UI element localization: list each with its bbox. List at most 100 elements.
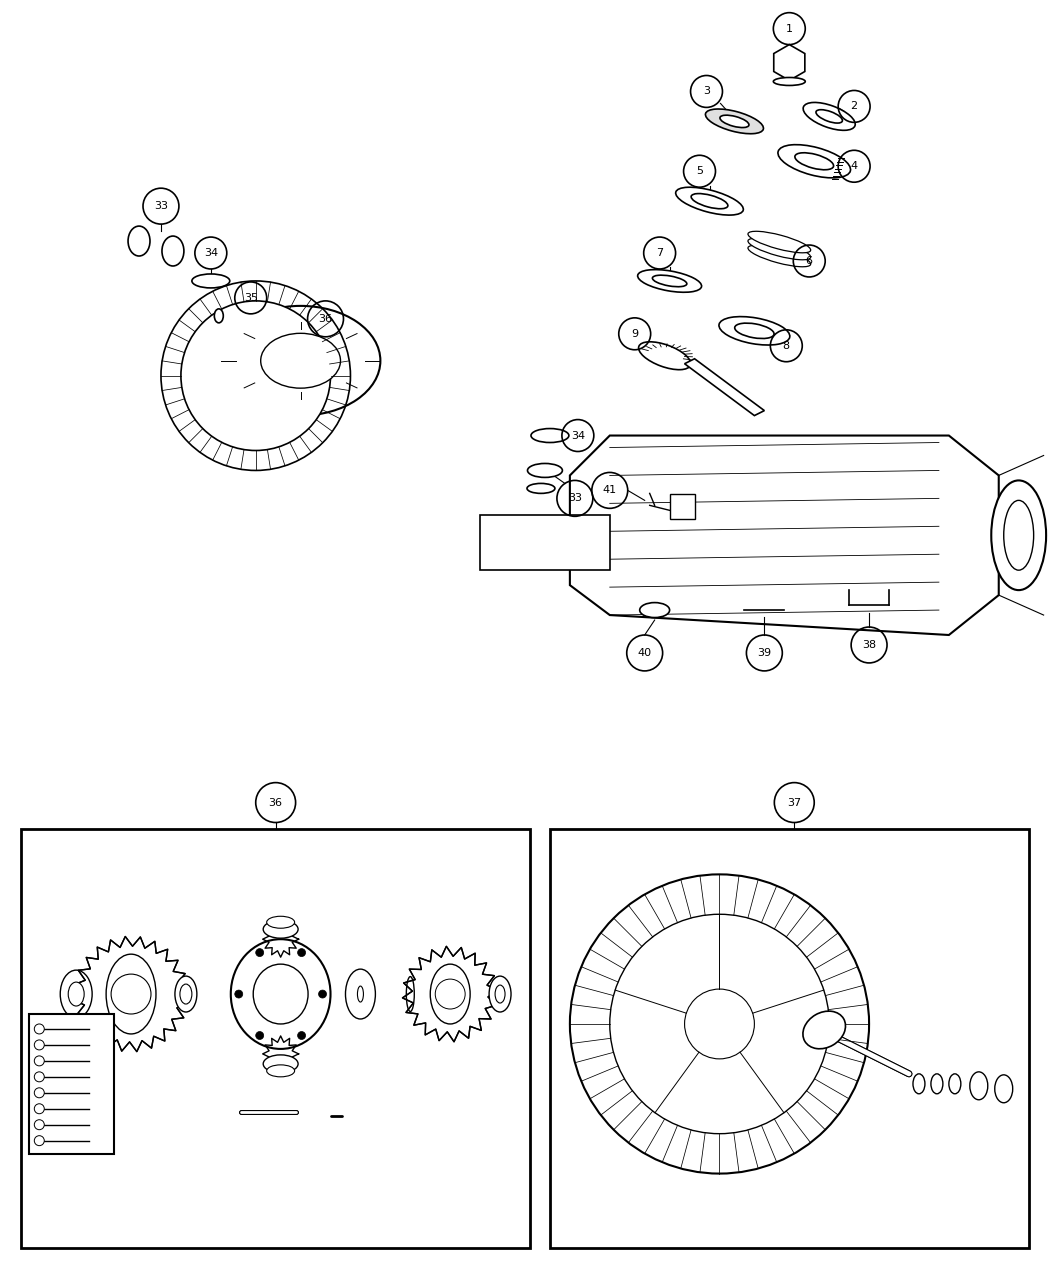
- Bar: [550, 830, 1029, 1248]
- Ellipse shape: [803, 1011, 845, 1049]
- Text: 35: 35: [244, 293, 257, 303]
- Circle shape: [256, 1031, 264, 1039]
- Ellipse shape: [35, 1104, 44, 1114]
- Text: 34: 34: [571, 431, 585, 441]
- Text: 7: 7: [656, 249, 664, 258]
- Circle shape: [111, 974, 151, 1014]
- Text: 34: 34: [204, 249, 218, 258]
- Text: 6: 6: [805, 256, 813, 266]
- Ellipse shape: [639, 603, 670, 617]
- Ellipse shape: [60, 970, 92, 1017]
- Ellipse shape: [267, 1065, 295, 1077]
- Ellipse shape: [496, 986, 505, 1003]
- Text: 9: 9: [631, 329, 638, 339]
- Polygon shape: [570, 436, 999, 635]
- Circle shape: [436, 979, 465, 1009]
- Bar: [21, 830, 530, 1248]
- Ellipse shape: [994, 1075, 1012, 1103]
- Ellipse shape: [816, 110, 842, 124]
- Ellipse shape: [637, 269, 701, 292]
- Ellipse shape: [267, 917, 295, 928]
- Ellipse shape: [35, 1119, 44, 1130]
- Bar: [480, 515, 610, 570]
- Ellipse shape: [264, 921, 298, 938]
- Ellipse shape: [35, 1024, 44, 1034]
- Ellipse shape: [774, 78, 805, 85]
- Text: 5: 5: [696, 166, 704, 176]
- Text: 1: 1: [785, 24, 793, 33]
- Text: 36: 36: [269, 798, 282, 807]
- Circle shape: [610, 914, 830, 1133]
- Ellipse shape: [68, 982, 84, 1006]
- Ellipse shape: [35, 1088, 44, 1098]
- Circle shape: [685, 989, 754, 1058]
- Ellipse shape: [970, 1072, 988, 1100]
- Ellipse shape: [691, 194, 728, 209]
- Ellipse shape: [128, 226, 150, 256]
- Ellipse shape: [345, 969, 376, 1019]
- Ellipse shape: [489, 977, 511, 1012]
- Ellipse shape: [675, 187, 743, 215]
- Ellipse shape: [991, 481, 1046, 590]
- Ellipse shape: [748, 245, 811, 266]
- Bar: [29, 1014, 114, 1154]
- Text: 8: 8: [782, 340, 790, 351]
- Text: 37: 37: [788, 798, 801, 807]
- Text: 2: 2: [850, 102, 858, 111]
- Ellipse shape: [106, 954, 156, 1034]
- Text: 36: 36: [318, 314, 333, 324]
- Ellipse shape: [719, 316, 790, 346]
- Ellipse shape: [735, 323, 774, 338]
- Circle shape: [297, 1031, 306, 1039]
- Ellipse shape: [795, 153, 834, 170]
- Polygon shape: [685, 358, 764, 416]
- Ellipse shape: [35, 1056, 44, 1066]
- Text: 41: 41: [603, 486, 616, 496]
- Circle shape: [235, 991, 243, 998]
- Ellipse shape: [175, 977, 196, 1012]
- Circle shape: [181, 301, 331, 450]
- Ellipse shape: [406, 977, 415, 1011]
- Ellipse shape: [231, 940, 331, 1049]
- Text: 39: 39: [757, 648, 772, 658]
- Ellipse shape: [748, 238, 811, 260]
- Ellipse shape: [652, 275, 687, 287]
- Text: 40: 40: [637, 648, 652, 658]
- Ellipse shape: [748, 231, 811, 252]
- Ellipse shape: [531, 428, 569, 442]
- Ellipse shape: [931, 1074, 943, 1094]
- Ellipse shape: [35, 1040, 44, 1049]
- Ellipse shape: [220, 306, 380, 416]
- Ellipse shape: [162, 236, 184, 266]
- Ellipse shape: [357, 986, 363, 1002]
- Circle shape: [256, 949, 264, 956]
- Circle shape: [297, 949, 306, 956]
- Circle shape: [570, 875, 869, 1173]
- Ellipse shape: [949, 1074, 961, 1094]
- Ellipse shape: [253, 964, 308, 1024]
- Text: 33: 33: [568, 493, 582, 504]
- Ellipse shape: [803, 102, 856, 130]
- Ellipse shape: [192, 274, 230, 288]
- Circle shape: [318, 991, 327, 998]
- Ellipse shape: [260, 333, 340, 388]
- Text: 4: 4: [850, 161, 858, 171]
- Ellipse shape: [720, 115, 749, 128]
- Ellipse shape: [1004, 500, 1033, 570]
- Text: 38: 38: [862, 640, 876, 650]
- Ellipse shape: [778, 144, 850, 179]
- Ellipse shape: [706, 108, 763, 134]
- Ellipse shape: [180, 984, 192, 1003]
- Ellipse shape: [35, 1072, 44, 1081]
- Ellipse shape: [430, 964, 470, 1024]
- Ellipse shape: [35, 1136, 44, 1146]
- Bar: [670, 495, 694, 519]
- Text: 33: 33: [154, 201, 168, 212]
- Ellipse shape: [527, 483, 554, 493]
- Text: 3: 3: [704, 87, 710, 97]
- Ellipse shape: [638, 342, 691, 370]
- Ellipse shape: [214, 309, 224, 323]
- Ellipse shape: [912, 1074, 925, 1094]
- Ellipse shape: [264, 1054, 298, 1072]
- Ellipse shape: [527, 463, 563, 477]
